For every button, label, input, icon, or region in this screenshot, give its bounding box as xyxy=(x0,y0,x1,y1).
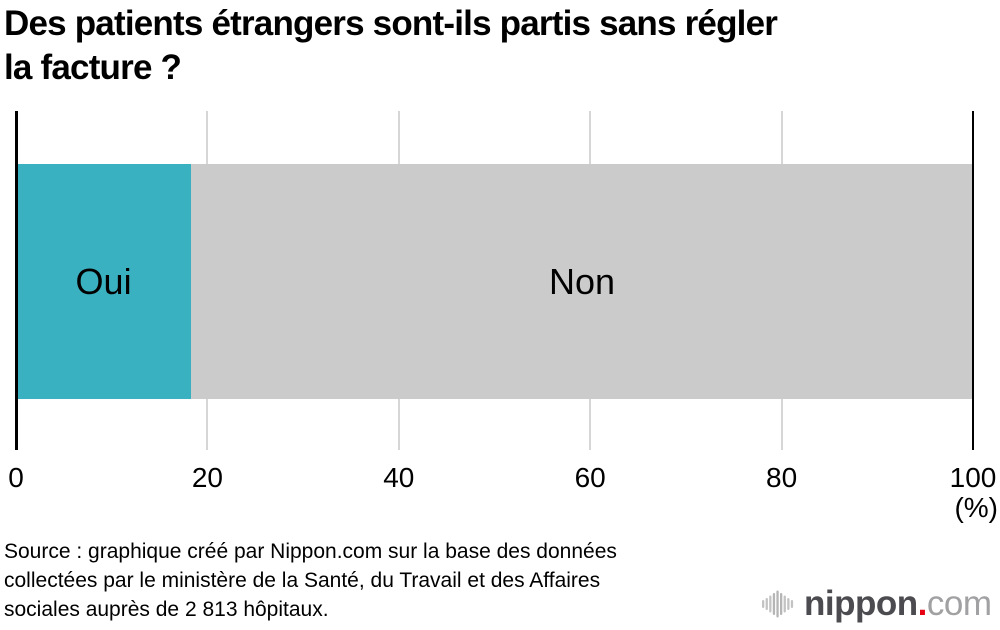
x-tick-label-80: 80 xyxy=(766,462,798,493)
logo-name: nippon xyxy=(804,584,918,623)
chart-title: Des patients étrangers sont-ils partis s… xyxy=(4,4,778,87)
x-axis-tick-labels: 0 20 40 60 80 100 xyxy=(8,462,996,493)
x-tick-label-100: 100 xyxy=(949,462,997,493)
bar-segment-oui: Oui xyxy=(16,164,192,399)
bar-segment-label-non: Non xyxy=(549,260,616,302)
stacked-bar: Oui Non xyxy=(16,164,973,399)
plot-area: Oui Non 0 20 40 60 80 100 (%) xyxy=(8,111,998,523)
logo-dot: . xyxy=(917,584,928,623)
right-boundary-line xyxy=(971,111,974,450)
x-tick-label-40: 40 xyxy=(383,462,415,493)
soundwave-icon xyxy=(762,590,794,618)
x-tick-label-0: 0 xyxy=(8,462,24,493)
y-axis-line xyxy=(15,111,18,450)
bar-segment-label-oui: Oui xyxy=(75,260,132,302)
logo-text: nippon.com xyxy=(804,584,992,624)
source-note: Source : graphique créé par Nippon.com s… xyxy=(4,540,617,621)
nippon-com-logo: nippon.com xyxy=(761,583,992,625)
x-tick-label-20: 20 xyxy=(191,462,223,493)
bar-segment-non: Non xyxy=(191,164,973,399)
logo-tld: com xyxy=(926,584,992,623)
x-axis-unit-label: (%) xyxy=(954,492,998,523)
x-tick-label-60: 60 xyxy=(574,462,606,493)
